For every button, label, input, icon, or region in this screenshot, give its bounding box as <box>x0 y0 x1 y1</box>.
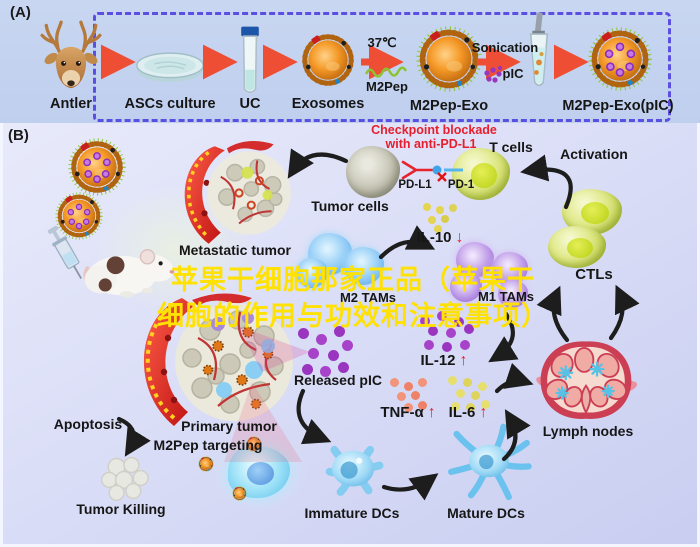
step-label-m2pep-exo-pic: M2Pep-Exo(pIC) <box>562 98 674 114</box>
tumor-killing-label: Tumor Killing <box>76 501 166 517</box>
targeting-exosome-icon-3 <box>232 486 247 501</box>
ctl-nucleus <box>581 201 609 224</box>
arrow-lymph-to-ctl-right <box>608 284 640 341</box>
il10-name: IL-10 <box>416 229 452 246</box>
m2-tams-label: M2 TAMs <box>339 290 397 305</box>
immature-dc-graphic <box>314 428 392 506</box>
m2pep-targeting-label: M2Pep targeting <box>153 437 263 453</box>
step-label-ascs-culture: ASCs culture <box>124 96 216 112</box>
mature-dcs-label: Mature DCs <box>447 505 525 521</box>
exosome-m2pep-icon <box>416 26 482 92</box>
il12-up-arrow-icon: ↑ <box>459 352 468 369</box>
checkpoint-line2: with anti-PD-L1 <box>385 137 477 151</box>
watermark-line2: 细胞的作用与功效和注意事项） <box>157 301 549 331</box>
panel-a-tag: (A) <box>10 4 31 21</box>
ctls-label: CTLs <box>575 266 613 283</box>
m2pep-label: M2Pep <box>366 79 408 94</box>
panel-a-dashed-frame <box>93 12 671 122</box>
tnf-alpha-dots <box>390 378 399 387</box>
lymph-nodes-label: Lymph nodes <box>542 423 634 439</box>
immature-dcs-label: Immature DCs <box>304 505 400 521</box>
exosome-icon <box>299 31 357 89</box>
sonication-label: Sonication <box>471 40 539 55</box>
arrow-cytokines-to-lymph <box>494 362 534 394</box>
petri-dish-icon <box>134 45 206 85</box>
t-cells-label: T cells <box>489 139 533 155</box>
primary-tumor-label: Primary tumor <box>181 418 277 434</box>
tnfa-name: TNF-α <box>380 404 424 421</box>
arrow-tumorcells-to-metastatic <box>287 148 349 179</box>
apoptosis-label: Apoptosis <box>53 416 123 432</box>
lymph-nodes-graphic <box>530 336 642 428</box>
il10-secretion-dots <box>423 203 431 211</box>
anti-pdl1-antibody-icon <box>401 160 434 180</box>
panel-b-tag: (B) <box>8 127 29 144</box>
mature-dc-graphic <box>444 416 534 506</box>
arrow-lymph-to-ctl-left <box>536 285 570 343</box>
il10-label: IL-10 ↓ <box>416 229 463 247</box>
metastatic-tumor-label: Metastatic tumor <box>178 242 292 258</box>
metastatic-tumor-graphic <box>168 136 300 250</box>
il12-label: IL-12 ↑ <box>420 352 467 370</box>
il10-down-arrow-icon: ↓ <box>455 229 464 246</box>
il6-name: IL-6 <box>448 404 476 421</box>
il12-name: IL-12 <box>420 352 456 369</box>
m1-tam-cell-3 <box>450 272 482 302</box>
step-label-exosomes: Exosomes <box>291 96 365 112</box>
targeting-exosome-icon-2 <box>198 456 214 472</box>
targeted-macrophage-cell <box>228 446 290 498</box>
t-cell-graphic <box>452 148 510 200</box>
apoptotic-cell-graphic <box>96 452 152 504</box>
injected-exosome-icon <box>68 138 126 196</box>
blocked-cross-icon <box>437 172 447 182</box>
m2-tam-cell-2 <box>344 247 384 285</box>
il6-up-arrow-icon: ↑ <box>479 404 488 421</box>
m1-tams-label: M1 TAMs <box>477 289 535 304</box>
released-pic-label: Released pIC <box>294 372 382 388</box>
tnfa-label: TNF-α ↑ <box>380 404 435 422</box>
pic-label: pIC <box>502 66 524 81</box>
targeted-cell-nucleus <box>246 461 275 485</box>
deer-icon <box>38 18 104 94</box>
m1-tam-cell-4 <box>498 280 528 308</box>
activation-label: Activation <box>560 146 628 162</box>
released-pic-dots <box>298 328 309 339</box>
panel-a: (A) <box>0 0 700 123</box>
watermark-line1: 苹果干细胞那家正品（苹果干 <box>171 265 535 295</box>
pd1-label: PD-1 <box>447 179 475 191</box>
il12-stimulus-pic-dots <box>420 316 430 326</box>
pdl1-ligand-icon <box>432 165 442 175</box>
ctl-cell-graphic-2 <box>548 226 606 268</box>
tnfa-up-arrow-icon: ↑ <box>427 404 436 421</box>
step-label-antler: Antler <box>50 96 92 112</box>
exosome-pic-icon <box>588 27 652 91</box>
m2-tam-cell-3 <box>296 258 328 288</box>
tumor-cells-label: Tumor cells <box>311 198 389 214</box>
checkpoint-line1: Checkpoint blockade <box>371 123 497 137</box>
centrifuge-tube-icon <box>236 25 264 97</box>
temperature-label: 37℃ <box>367 35 397 50</box>
il6-label: IL-6 ↑ <box>449 404 488 422</box>
pdl1-label: PD-L1 <box>398 179 432 191</box>
t-cell-nucleus <box>470 162 498 188</box>
il6-dots <box>448 376 457 385</box>
step-label-uc: UC <box>239 96 261 112</box>
step-label-m2pep-exo: M2Pep-Exo <box>409 98 489 114</box>
tumor-cell-graphic <box>346 146 400 198</box>
ctl-nucleus-2 <box>566 237 594 258</box>
